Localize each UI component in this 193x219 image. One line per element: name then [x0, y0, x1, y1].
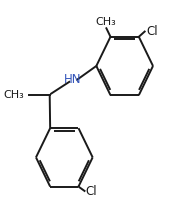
Text: CH₃: CH₃ — [96, 17, 116, 27]
Text: CH₃: CH₃ — [3, 90, 24, 100]
Text: HN: HN — [64, 73, 81, 86]
Text: Cl: Cl — [85, 185, 97, 198]
Text: Cl: Cl — [146, 25, 157, 38]
